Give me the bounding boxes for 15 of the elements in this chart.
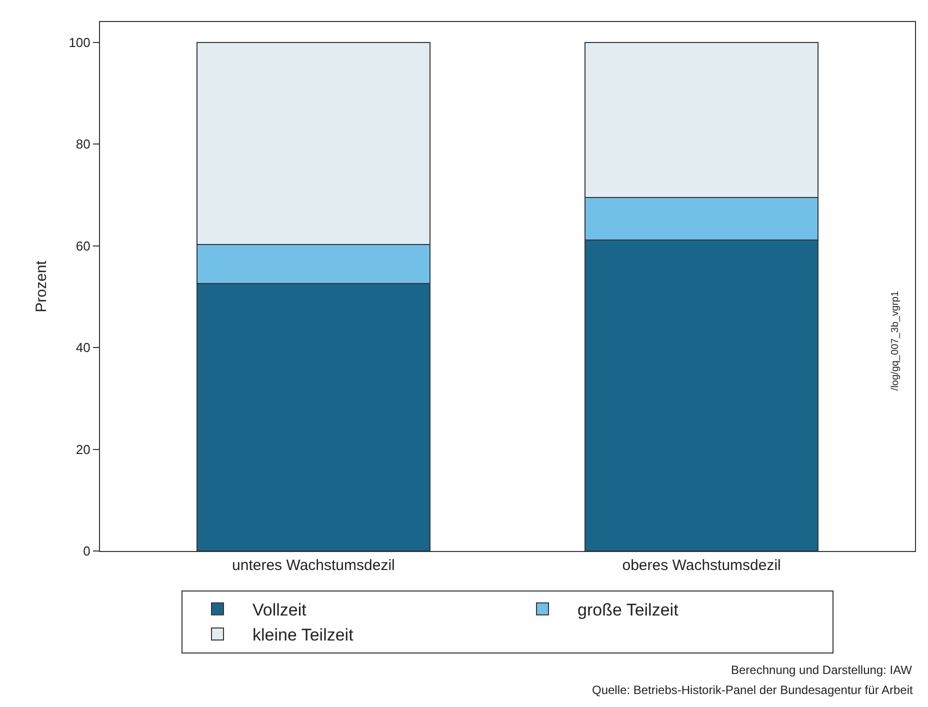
source-note: Quelle: Betriebs-Historik-Panel der Bundesagentur für Arbeit	[592, 683, 914, 697]
y-tick-label: 20	[76, 442, 90, 457]
y-tick-label: 60	[76, 238, 90, 254]
x-tick-label: unteres Wachstumsdezil	[232, 557, 395, 574]
annotation: /log/gq_007_3b_vgrp1	[890, 290, 901, 391]
y-tick-label: 80	[76, 136, 90, 152]
y-tick-label: 0	[83, 544, 90, 559]
y-tick-label: 100	[68, 34, 90, 50]
y-tick-label: 40	[76, 340, 90, 356]
legend-label: Vollzeit	[252, 600, 307, 620]
legend-label: große Teilzeit	[578, 600, 679, 620]
x-tick-label: oberes Wachstumsdezil	[622, 557, 781, 574]
text: Berechnung und Darstellung: IAW	[731, 663, 913, 677]
legend-label: kleine Teilzeit	[252, 626, 354, 645]
y-axis-title: Prozent	[32, 260, 50, 312]
